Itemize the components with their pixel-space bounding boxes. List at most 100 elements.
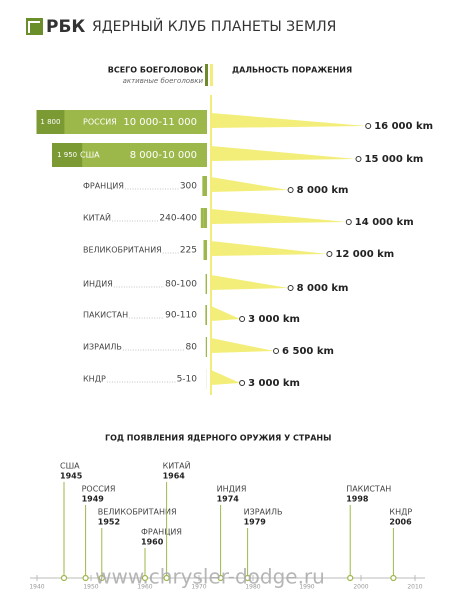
tick-label: 1980 [245,584,260,591]
warheads-label: 90-110 [165,311,197,321]
event-year: 1949 [82,495,105,504]
range-label: 3 000 km [248,378,300,389]
range-label: 8 000 km [297,185,349,196]
range-tip [239,316,246,322]
active-label: 1 800 [40,118,60,126]
bar [200,208,204,228]
tick-label: 1970 [191,584,206,591]
timeline-title: ГОД ПОЯВЛЕНИЯ ЯДЕРНОГО ОРУЖИЯ У СТРАНЫ [105,434,331,443]
bar [52,110,207,134]
event-dot [82,574,89,582]
event-country: ИНДИЯ [217,485,247,494]
event-country: ПАКИСТАН [346,485,391,494]
warheads-label: 5-10 [177,375,198,385]
country-name: РОССИЯ [83,118,117,127]
range-tip [355,156,362,162]
range-label: 6 500 km [282,346,334,357]
country-name: ПАКИСТАН [83,311,128,320]
bar [205,305,207,325]
header-bar [210,64,213,86]
country-name: ИНДИЯ [83,280,113,289]
range-triangle [211,275,289,290]
event-country: КНДР [389,508,412,517]
header-range: ДАЛЬНОСТЬ ПОРАЖЕНИЯ [232,66,352,75]
range-label: 16 000 km [374,121,433,132]
warheads-label: 225 [180,246,197,256]
range-tip [345,219,352,225]
tick-label: 1960 [137,584,152,591]
range-triangle [211,338,275,353]
event-dot [217,574,224,582]
tick-label: 2000 [353,584,368,591]
tick-label: 1950 [83,584,98,591]
event-dot [390,574,397,582]
title: ЯДЕРНЫЙ КЛУБ ПЛАНЕТЫ ЗЕМЛЯ [92,17,336,35]
warheads-label: 80-100 [165,280,197,290]
range-label: 12 000 km [335,249,394,260]
range-tip [326,251,333,257]
range-tip [273,348,280,354]
event-year: 1964 [163,472,186,481]
range-triangle [211,306,241,321]
country-name: ИЗРАИЛЬ [83,343,122,352]
range-label: 8 000 km [297,283,349,294]
range-tip [239,380,246,386]
logo-mark [28,21,40,33]
event-country: РОССИЯ [82,485,116,494]
bar [203,240,207,260]
event-dot [141,574,149,582]
active-label: 1 950 [57,151,77,159]
country-name: ФРАНЦИЯ [83,182,124,191]
logo: РБК [46,17,85,37]
event-country: ИЗРАИЛЬ [244,508,283,517]
event-dot [60,574,68,582]
watermark: www.chrysler-dodge.ru [95,565,325,589]
event-country: КИТАЙ [163,460,191,471]
header-active: активные боеголовки [123,77,204,85]
range-label: 3 000 km [248,314,300,325]
tick-label: 2010 [407,584,422,591]
range-tip [365,123,372,129]
event-country: США [60,462,80,471]
country-name: КИТАЙ [83,212,111,223]
warheads-label: 80 [186,343,198,353]
warheads-label: 300 [180,182,197,192]
warheads-label: 8 000-10 000 [130,150,197,161]
range-tip [287,285,294,291]
country-name: КНДР [83,375,106,384]
country-name: США [80,151,100,160]
range-label: 14 000 km [355,217,414,228]
event-year: 1998 [346,495,369,504]
warheads-label: 10 000-11 000 [123,117,197,128]
range-triangle [211,241,328,256]
range-tip [287,187,294,193]
bar [202,176,207,196]
event-year: 2006 [389,518,412,527]
range-label: 15 000 km [365,154,424,165]
event-year: 1979 [244,518,267,527]
range-triangle [211,177,289,192]
active-bar [52,143,83,167]
event-dot [244,574,251,582]
event-year: 1960 [141,538,164,547]
country-name: ВЕЛИКОБРИТАНИЯ [83,246,162,255]
event-country: ВЕЛИКОБРИТАНИЯ [98,508,177,517]
tick-label: 1940 [29,584,44,591]
bar [205,274,207,294]
warheads-label: 240-400 [159,214,197,224]
event-year: 1945 [60,472,83,481]
event-year: 1974 [217,495,240,504]
range-triangle [211,113,367,128]
event-dot [347,574,354,582]
header-warheads: ВСЕГО БОЕГОЛОВОК [108,66,204,75]
range-triangle [211,370,241,385]
header-bar [205,64,208,86]
range-triangle [211,209,347,224]
bar [205,337,207,357]
event-year: 1952 [98,518,120,527]
active-bar [36,110,65,134]
bar [83,143,207,167]
event-country: ФРАНЦИЯ [141,528,182,537]
bar [203,208,207,228]
